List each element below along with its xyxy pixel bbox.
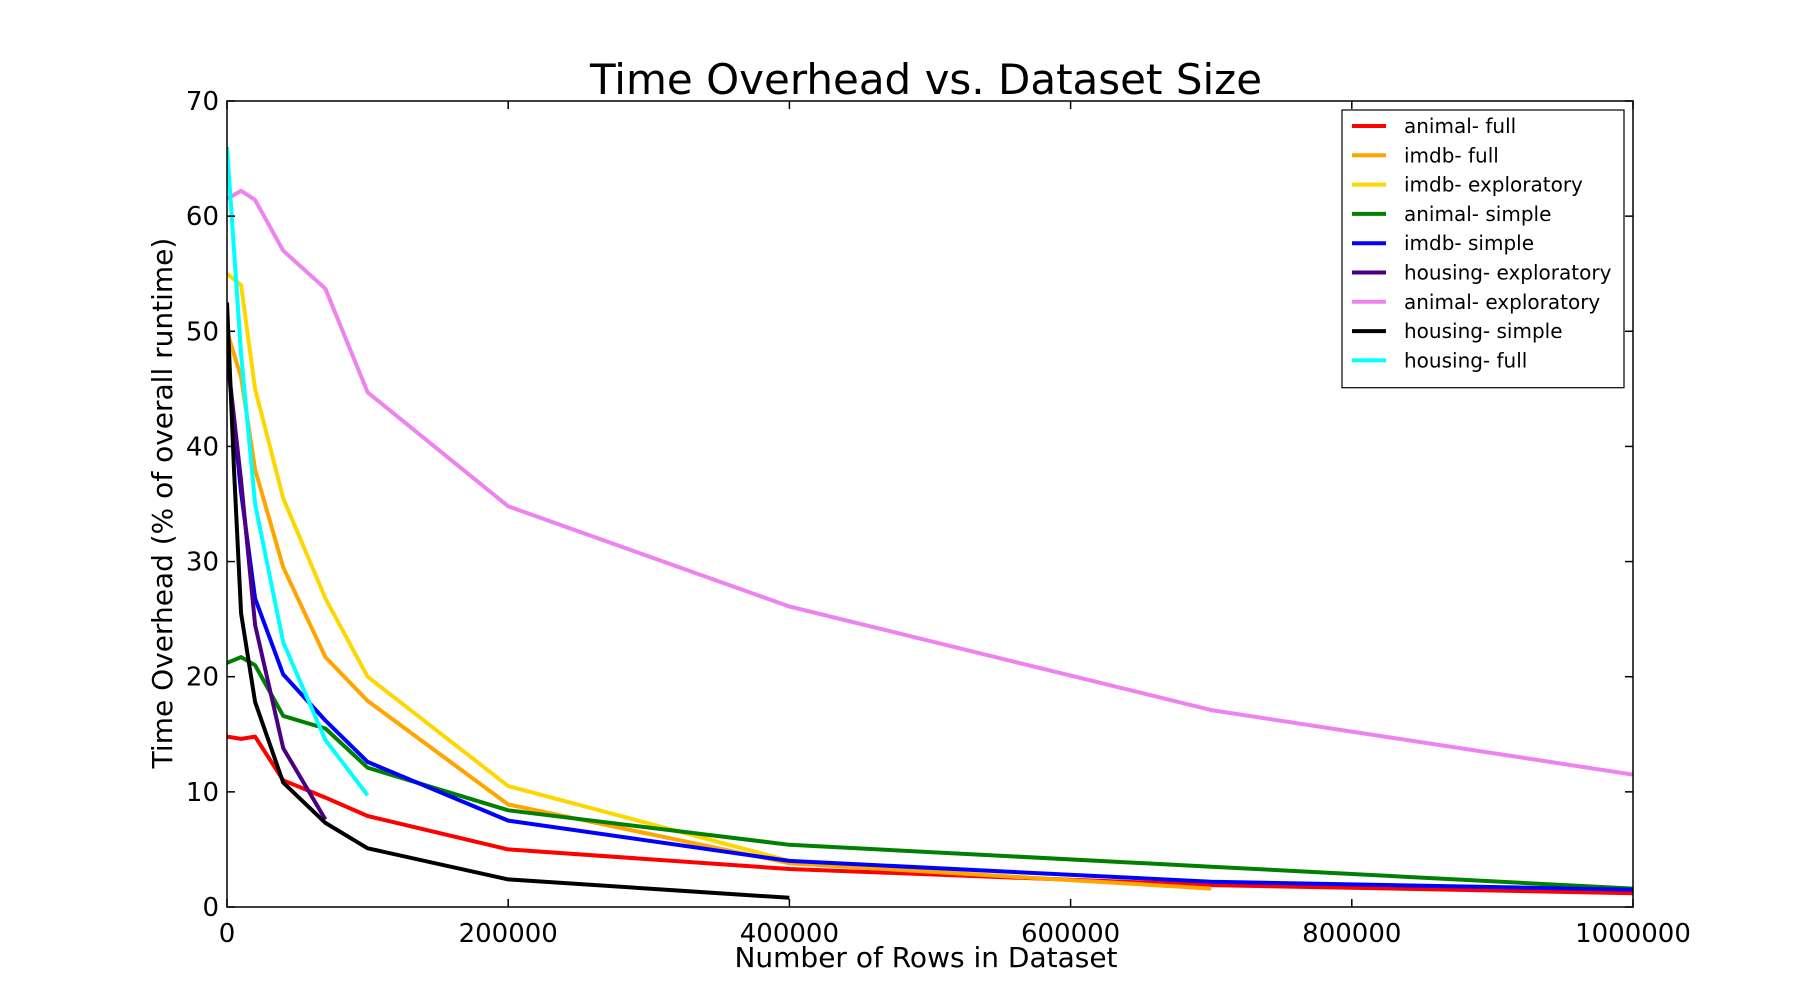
legend-label-5: housing- exploratory [1404,261,1612,285]
x-tick-label-5: 1000000 [1575,919,1691,949]
y-tick-label-6: 60 [186,202,219,232]
legend-label-2: imdb- exploratory [1404,173,1583,197]
y-tick-label-5: 50 [186,317,219,347]
y-tick-label-7: 70 [186,87,219,117]
legend-label-6: animal- exploratory [1404,290,1600,314]
series-line-1 [227,330,1212,891]
legend-label-3: animal- simple [1404,202,1551,226]
series-line-6 [227,188,1633,777]
x-tick-label-4: 800000 [1302,919,1401,949]
legend-label-1: imdb- full [1404,143,1499,167]
plot-frame [226,100,1634,908]
series-line-3 [227,655,1633,891]
series-line-8 [227,146,370,797]
series-line-7 [227,302,790,900]
x-tick-label-3: 600000 [1021,919,1120,949]
y-tick-label-4: 40 [186,432,219,462]
legend: animal- full imdb- full imdb- exploratory a… [1341,109,1625,389]
x-tick-label-2: 400000 [740,919,839,949]
series-line-5 [227,354,328,821]
y-axis-label: Time Overhead (% of overall runtime) [146,238,179,770]
y-tick-label-0: 0 [202,893,219,923]
y-tick-label-1: 10 [186,778,219,808]
series-layer [227,146,1633,900]
x-axis-label: Number of Rows in Dataset [734,941,1117,974]
x-tick-label-0: 0 [219,919,236,949]
ticks-layer: 0 200000 400000 600000 800000 1000000 0 10 20 30 4… [186,87,1691,949]
series-line-4 [227,354,1633,892]
x-tick-label-1: 200000 [459,919,558,949]
legend-label-0: animal- full [1404,114,1516,138]
legend-box [1341,109,1625,389]
legend-label-7: housing- simple [1404,319,1563,343]
y-tick-label-2: 20 [186,663,219,693]
legend-label-4: imdb- simple [1404,231,1534,255]
y-tick-label-3: 30 [186,548,219,578]
series-line-2 [227,272,790,863]
chart-title: Time Overhead vs. Dataset Size [589,55,1262,104]
legend-label-8: housing- full [1404,348,1527,372]
